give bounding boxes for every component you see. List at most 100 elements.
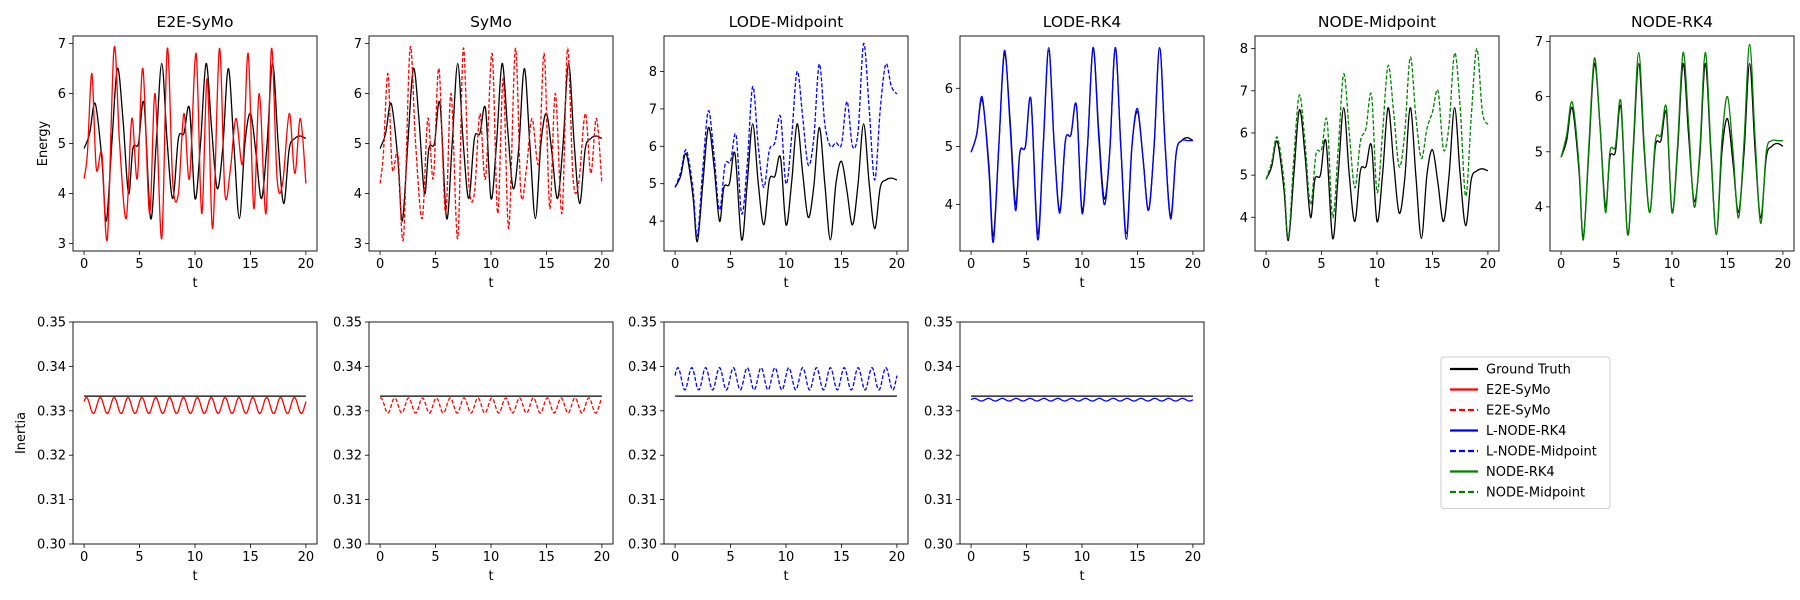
y-tick-label: 6 — [1535, 90, 1543, 105]
x-tick-label: 20 — [1185, 550, 1202, 565]
y-tick-label: 0.35 — [37, 316, 66, 331]
x-tick-label: 0 — [80, 550, 88, 565]
subplot-7: 0 5 10 15 20 0.30 0.31 0.32 0.33 0.34 0.35 t — [333, 316, 614, 584]
x-tick-label: 15 — [833, 550, 850, 565]
x-tick-label: 10 — [778, 550, 795, 565]
x-axis-label: t — [192, 276, 197, 291]
x-tick-label: 5 — [726, 257, 734, 272]
y-tick-label: 7 — [354, 37, 362, 52]
series-line-0-0 — [83, 62, 307, 222]
legend-label: E2E-SyMo — [1486, 383, 1551, 398]
axes-frame — [663, 321, 909, 545]
y-tick-label: 5 — [649, 177, 657, 192]
subplot-2: 0 5 10 15 20 4 5 6 7 8 LODE-Midpoint t — [649, 13, 909, 291]
x-tick-label: 15 — [833, 257, 850, 272]
subplot-title: SyMo — [470, 13, 512, 31]
y-axis-label: Inertia — [14, 412, 29, 454]
axes-frame — [1549, 35, 1795, 252]
x-tick-label: 20 — [1185, 257, 1202, 272]
legend-label: L-NODE-RK4 — [1486, 424, 1566, 439]
subplot-5: 0 5 10 15 20 4 5 6 7 NODE-RK4 t — [1535, 13, 1795, 291]
subplot-title: NODE-Midpoint — [1318, 13, 1436, 31]
axes-frame — [72, 321, 318, 545]
series-line-3-1 — [970, 46, 1193, 243]
y-tick-label: 4 — [945, 198, 953, 213]
y-tick-label: 0.34 — [333, 360, 362, 375]
x-tick-label: 20 — [298, 257, 315, 272]
x-tick-label: 10 — [1074, 257, 1091, 272]
y-tick-label: 0.35 — [333, 316, 362, 331]
x-tick-label: 10 — [1369, 257, 1386, 272]
x-tick-label: 15 — [1424, 257, 1441, 272]
x-tick-label: 0 — [1262, 257, 1270, 272]
series-line-1-0 — [379, 62, 603, 222]
x-axis-label: t — [783, 569, 788, 584]
series-line-5-1 — [1560, 43, 1783, 241]
y-tick-label: 4 — [58, 187, 66, 202]
y-tick-label: 4 — [354, 187, 362, 202]
x-tick-label: 0 — [671, 257, 679, 272]
x-tick-label: 15 — [1719, 257, 1736, 272]
x-axis-label: t — [1374, 276, 1379, 291]
x-tick-label: 15 — [538, 257, 555, 272]
series-line-4-1 — [1265, 47, 1489, 240]
y-tick-label: 0.30 — [924, 538, 953, 553]
x-tick-label: 10 — [187, 257, 204, 272]
subplot-3: 0 5 10 15 20 4 5 6 LODE-RK4 t — [945, 13, 1205, 291]
x-axis-label: t — [488, 276, 493, 291]
series-line-8-1 — [674, 366, 898, 391]
y-tick-label: 8 — [649, 65, 657, 80]
y-tick-label: 4 — [1535, 200, 1543, 215]
x-axis-label: t — [1079, 569, 1084, 584]
x-tick-label: 20 — [889, 257, 906, 272]
x-axis-label: t — [1079, 276, 1084, 291]
y-tick-label: 0.32 — [628, 449, 657, 464]
y-tick-label: 7 — [1535, 35, 1543, 50]
series-line-2-1 — [674, 42, 898, 237]
x-tick-label: 10 — [1074, 550, 1091, 565]
y-tick-label: 6 — [354, 87, 362, 102]
x-tick-label: 5 — [726, 550, 734, 565]
x-tick-label: 20 — [1480, 257, 1497, 272]
y-tick-label: 7 — [1240, 84, 1248, 99]
y-tick-label: 3 — [354, 237, 362, 252]
y-tick-label: 0.34 — [37, 360, 66, 375]
y-tick-label: 0.35 — [628, 316, 657, 331]
x-axis-label: t — [1669, 276, 1674, 291]
series-line-7-1 — [379, 397, 603, 414]
x-tick-label: 20 — [594, 257, 611, 272]
subplot-6: 0 5 10 15 20 0.30 0.31 0.32 0.33 0.34 0.35 t Inertia — [14, 316, 318, 584]
x-tick-label: 5 — [431, 550, 439, 565]
y-tick-label: 0.31 — [924, 493, 953, 508]
x-tick-label: 5 — [1022, 550, 1030, 565]
legend: Ground Truth E2E-SyMo E2E-SyMo L-NODE-RK4 L-… — [1440, 356, 1611, 509]
x-tick-label: 5 — [1022, 257, 1030, 272]
y-axis-label: Energy — [36, 120, 51, 166]
subplot-0: 0 5 10 15 20 3 4 5 6 7 E2E-SyMo t Energy — [36, 13, 318, 291]
y-tick-label: 5 — [1535, 145, 1543, 160]
y-tick-label: 6 — [1240, 126, 1248, 141]
x-tick-label: 15 — [1129, 257, 1146, 272]
y-tick-label: 0.31 — [37, 493, 66, 508]
y-tick-label: 0.34 — [924, 360, 953, 375]
x-tick-label: 5 — [135, 257, 143, 272]
legend-label: L-NODE-Midpoint — [1486, 445, 1597, 460]
series-line-1-1 — [379, 45, 603, 242]
axes-frame — [959, 321, 1205, 545]
series-line-6-1 — [83, 396, 307, 415]
y-tick-label: 7 — [58, 37, 66, 52]
x-tick-label: 0 — [967, 550, 975, 565]
x-tick-label: 15 — [1129, 550, 1146, 565]
y-tick-label: 5 — [1240, 169, 1248, 184]
x-axis-label: t — [192, 569, 197, 584]
x-axis-label: t — [783, 276, 788, 291]
y-tick-label: 5 — [945, 140, 953, 155]
y-tick-label: 0.31 — [333, 493, 362, 508]
series-line-9-1 — [970, 397, 1194, 402]
y-tick-label: 0.32 — [333, 449, 362, 464]
subplot-title: NODE-RK4 — [1631, 13, 1713, 31]
x-tick-label: 5 — [1612, 257, 1620, 272]
y-tick-label: 4 — [1240, 211, 1248, 226]
y-tick-label: 0.33 — [333, 404, 362, 419]
